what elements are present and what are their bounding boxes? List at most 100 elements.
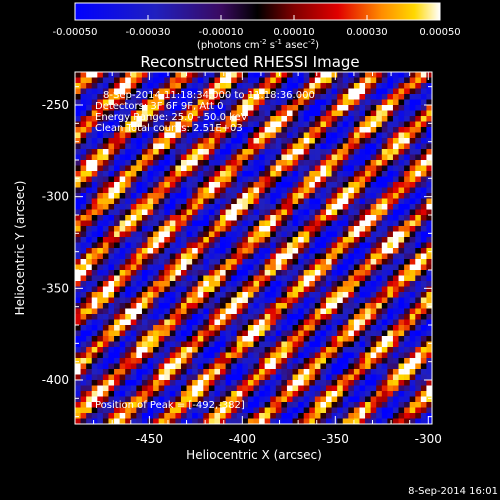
heatmap-cell: [119, 402, 126, 408]
heatmap-cell: [253, 325, 260, 331]
heatmap-cell: [175, 187, 182, 194]
heatmap-cell: [141, 198, 148, 205]
heatmap-cell: [97, 193, 104, 199]
heatmap-cell: [370, 336, 377, 342]
heatmap-cell: [141, 88, 148, 95]
heatmap-cell: [231, 259, 238, 265]
heatmap-cell: [214, 259, 221, 265]
heatmap-cell: [381, 380, 388, 386]
heatmap-cell: [86, 352, 93, 359]
heatmap-cell: [130, 171, 137, 177]
heatmap-cell: [119, 154, 126, 161]
heatmap-cell: [236, 193, 243, 199]
heatmap-cell: [119, 308, 126, 315]
heatmap-cell: [141, 182, 148, 188]
heatmap-cell: [75, 341, 81, 348]
heatmap-cell: [326, 248, 332, 254]
heatmap-cell: [114, 193, 120, 199]
heatmap-cell: [275, 121, 282, 128]
heatmap-cell: [253, 385, 260, 392]
heatmap-cell: [214, 237, 221, 243]
heatmap-cell: [370, 226, 377, 232]
heatmap-cell: [415, 226, 422, 232]
heatmap-cell: [186, 303, 193, 309]
heatmap-cell: [97, 363, 104, 370]
heatmap-cell: [231, 176, 238, 183]
heatmap-cell: [180, 220, 187, 227]
heatmap-cell: [286, 380, 293, 386]
heatmap-cell: [119, 358, 126, 364]
heatmap-image: [75, 72, 433, 425]
heatmap-cell: [298, 319, 305, 326]
heatmap-cell: [286, 110, 293, 117]
heatmap-cell: [208, 413, 215, 419]
heatmap-cell: [320, 242, 327, 249]
heatmap-cell: [125, 369, 132, 375]
heatmap-cell: [264, 259, 271, 265]
heatmap-cell: [298, 204, 305, 210]
heatmap-cell: [326, 83, 332, 89]
heatmap-cell: [75, 72, 81, 78]
heatmap-cell: [141, 138, 148, 144]
x-tick-label: -350: [322, 432, 349, 446]
heatmap-cell: [247, 77, 254, 84]
heatmap-cell: [214, 182, 221, 188]
heatmap-cell: [180, 308, 187, 315]
heatmap-cell: [136, 88, 143, 95]
heatmap-cell: [270, 325, 277, 331]
heatmap-cell: [359, 204, 366, 210]
heatmap-cell: [426, 253, 433, 260]
heatmap-cell: [398, 347, 405, 353]
heatmap-cell: [259, 116, 266, 122]
heatmap-cell: [415, 363, 422, 370]
heatmap-cell: [108, 138, 115, 144]
heatmap-cell: [320, 105, 327, 111]
heatmap-cell: [208, 270, 215, 276]
heatmap-cell: [169, 138, 176, 144]
heatmap-cell: [192, 259, 199, 265]
heatmap-cell: [97, 187, 104, 194]
heatmap-cell: [130, 253, 137, 260]
heatmap-cell: [281, 418, 288, 425]
heatmap-cell: [242, 341, 249, 348]
heatmap-cell: [130, 358, 137, 364]
heatmap-cell: [326, 88, 332, 95]
heatmap-cell: [86, 341, 93, 348]
heatmap-cell: [320, 121, 327, 128]
heatmap-cell: [153, 149, 160, 155]
heatmap-cell: [197, 286, 204, 293]
heatmap-cell: [158, 303, 165, 309]
heatmap-cell: [381, 193, 388, 199]
heatmap-cell: [125, 363, 132, 370]
heatmap-cell: [365, 259, 371, 265]
heatmap-cell: [331, 385, 338, 392]
heatmap-cell: [376, 336, 383, 342]
heatmap-cell: [353, 154, 360, 161]
heatmap-cell: [309, 248, 316, 254]
heatmap-cell: [97, 83, 104, 89]
heatmap-cell: [253, 396, 260, 403]
heatmap-cell: [75, 336, 81, 342]
heatmap-cell: [404, 303, 411, 309]
heatmap-cell: [125, 303, 132, 309]
heatmap-cell: [86, 237, 93, 243]
heatmap-cell: [365, 165, 371, 172]
heatmap-cell: [370, 385, 377, 392]
heatmap-cell: [314, 215, 321, 221]
heatmap-cell: [108, 110, 115, 117]
heatmap-cell: [320, 286, 327, 293]
heatmap-cell: [119, 187, 126, 194]
heatmap-cell: [169, 413, 176, 419]
heatmap-cell: [398, 182, 405, 188]
heatmap-cell: [376, 242, 383, 249]
heatmap-cell: [387, 308, 394, 315]
heatmap-cell: [192, 363, 199, 370]
heatmap-cell: [231, 72, 238, 78]
heatmap-cell: [192, 336, 199, 342]
heatmap-cell: [281, 270, 288, 276]
heatmap-cell: [404, 215, 411, 221]
heatmap-cell: [359, 88, 366, 95]
heatmap-cell: [197, 149, 204, 155]
heatmap-cell: [303, 253, 310, 260]
heatmap-cell: [326, 308, 332, 315]
